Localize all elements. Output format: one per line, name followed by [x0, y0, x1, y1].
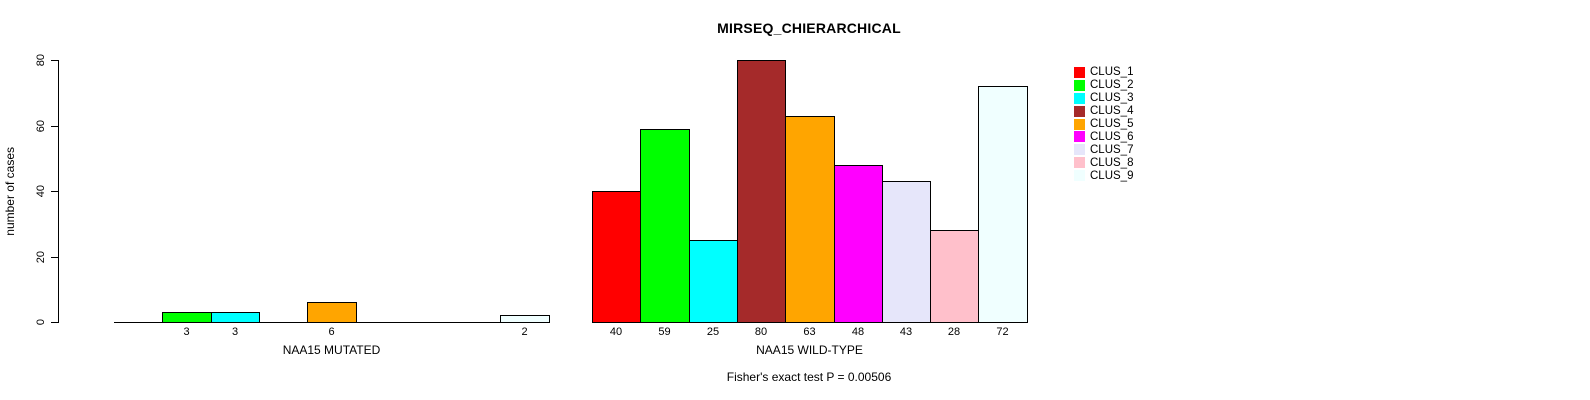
bar-clus-5 [785, 116, 835, 323]
y-axis-tick-label: 40 [33, 161, 48, 221]
legend-label: CLUS_5 [1090, 118, 1134, 130]
legend-item: CLUS_9 [1074, 169, 1133, 182]
bar-clus-2 [640, 129, 690, 323]
y-axis-tick [51, 191, 58, 192]
y-axis-label: number of cases [2, 60, 18, 323]
legend-swatch-clus-5 [1074, 118, 1085, 130]
y-axis-tick-label: 20 [33, 227, 48, 287]
bar-value-label: 3 [183, 326, 190, 338]
y-axis-tick-label: 0 [33, 292, 48, 352]
legend-label: CLUS_6 [1090, 130, 1134, 143]
legend-label: CLUS_2 [1090, 79, 1134, 92]
bar-value-label: 28 [947, 326, 961, 338]
y-axis-tick [51, 126, 58, 127]
annotation-fisher-test: Fisher's exact test P = 0.00506 [726, 370, 892, 384]
legend-item: CLUS_1 [1074, 66, 1133, 79]
bar-clus-8 [930, 230, 979, 323]
bar-clus-1 [592, 191, 641, 323]
bar-clus-2 [162, 312, 212, 323]
bar-value-label: 48 [851, 326, 865, 338]
legend-label: CLUS_8 [1090, 156, 1134, 169]
bar-clus-3 [211, 312, 260, 323]
y-axis-tick [51, 322, 58, 323]
y-axis-tick-label: 60 [33, 96, 48, 156]
legend: CLUS_1 CLUS_2 CLUS_3 CLUS_4 CLUS_5 CLUS_6 CLUS… [1074, 66, 1133, 182]
y-axis-line [58, 60, 59, 323]
legend-label: CLUS_3 [1090, 92, 1134, 105]
y-axis-tick [51, 257, 58, 258]
y-axis-tick-label-text: 80 [34, 53, 47, 67]
legend-swatch-clus-2 [1074, 79, 1085, 91]
legend-item: CLUS_5 [1074, 118, 1133, 131]
bar-clus-3 [689, 240, 738, 323]
chart-title: MIRSEQ_CHIERARCHICAL [717, 20, 901, 36]
bar-clus-9 [500, 315, 550, 323]
legend-swatch-clus-4 [1074, 105, 1085, 117]
bar-value-label: 63 [803, 326, 816, 338]
legend-swatch-clus-1 [1074, 66, 1085, 78]
bar-value-label: 72 [996, 326, 1009, 338]
legend-item: CLUS_7 [1074, 143, 1133, 156]
legend-swatch-clus-3 [1074, 92, 1085, 104]
legend-item: CLUS_8 [1074, 156, 1133, 169]
bar-value-label: 43 [899, 326, 913, 338]
bar-value-label: 2 [521, 326, 528, 338]
bar-value-label: 59 [658, 326, 671, 338]
legend-swatch-clus-8 [1074, 157, 1085, 169]
y-axis-tick-label-text: 0 [34, 318, 47, 326]
legend-swatch-clus-9 [1074, 170, 1085, 182]
y-axis-tick-label: 80 [33, 30, 48, 90]
bar-clus-4 [737, 60, 786, 323]
y-axis-tick [51, 60, 58, 61]
legend-swatch-clus-7 [1074, 144, 1085, 156]
bar-clus-7 [882, 181, 931, 323]
legend-item: CLUS_2 [1074, 79, 1133, 92]
legend-item: CLUS_3 [1074, 92, 1133, 105]
bar-value-label: 40 [609, 326, 623, 338]
legend-label: CLUS_4 [1090, 105, 1134, 118]
legend-item: CLUS_6 [1074, 130, 1133, 143]
legend-label: CLUS_9 [1090, 169, 1134, 182]
bar-value-label: 80 [754, 326, 768, 338]
bar-value-label: 6 [328, 326, 335, 338]
y-axis-tick-label-text: 20 [34, 250, 47, 264]
y-axis-tick-label-text: 60 [34, 119, 47, 133]
legend-label: CLUS_7 [1090, 143, 1134, 156]
bar-clus-5 [307, 302, 357, 323]
group-axis-label: NAA15 MUTATED [282, 343, 381, 357]
y-axis-label-text: number of cases [3, 147, 17, 236]
legend-label: CLUS_1 [1090, 66, 1134, 79]
legend-item: CLUS_4 [1074, 105, 1133, 118]
bar-clus-9 [978, 86, 1028, 323]
bar-value-label: 25 [706, 326, 720, 338]
bar-value-label: 3 [231, 326, 239, 338]
bar-clus-6 [834, 165, 883, 323]
group-axis-label: NAA15 WILD-TYPE [756, 343, 863, 357]
y-axis-tick-label-text: 40 [34, 184, 47, 198]
legend-swatch-clus-6 [1074, 131, 1085, 143]
